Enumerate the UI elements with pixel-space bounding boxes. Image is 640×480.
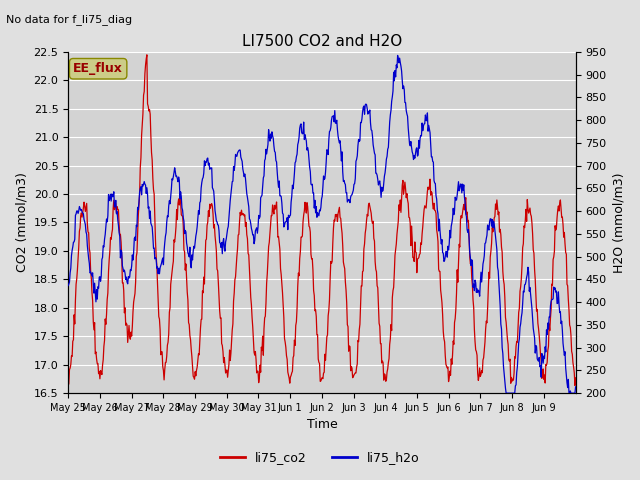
Text: No data for f_li75_diag: No data for f_li75_diag [6, 14, 132, 25]
Text: EE_flux: EE_flux [73, 62, 123, 75]
Y-axis label: H2O (mmol/m3): H2O (mmol/m3) [612, 172, 625, 273]
Title: LI7500 CO2 and H2O: LI7500 CO2 and H2O [242, 34, 402, 49]
X-axis label: Time: Time [307, 419, 337, 432]
Y-axis label: CO2 (mmol/m3): CO2 (mmol/m3) [15, 172, 28, 272]
Legend: li75_co2, li75_h2o: li75_co2, li75_h2o [215, 446, 425, 469]
